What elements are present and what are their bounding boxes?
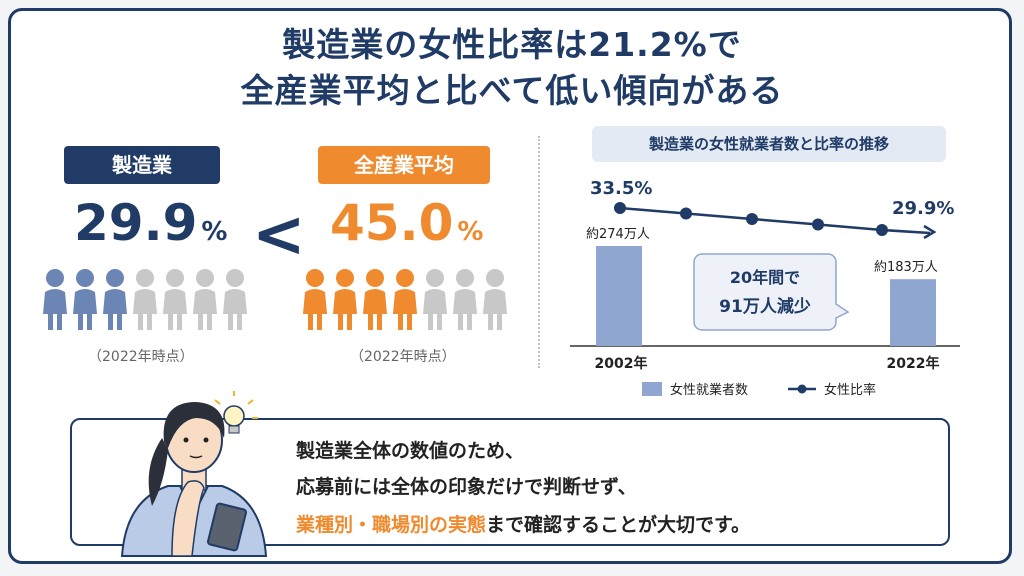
person-filled-icon <box>43 269 67 330</box>
person-filled-icon <box>393 269 417 330</box>
message-line-3-rest: まで確認することが大切です。 <box>486 514 751 536</box>
message-box <box>70 418 950 546</box>
person-empty-icon <box>453 269 477 330</box>
rate-points <box>614 202 888 236</box>
message-line-3: 業種別・職場別の実態まで確認することが大切です。 <box>296 510 750 537</box>
manufacturing-label: 製造業 <box>64 146 220 184</box>
chart-title: 製造業の女性就業者数と比率の推移 <box>592 126 946 162</box>
section-divider <box>538 136 540 368</box>
all-industry-label: 全産業平均 <box>318 146 490 184</box>
manufacturing-people-icons <box>43 269 247 330</box>
rate-point <box>812 218 824 231</box>
lightbulb-icon <box>214 391 258 434</box>
message-highlight: 業種別・職場別の実態 <box>296 514 487 536</box>
chart-legend: 女性就業者数 女性比率 <box>642 382 876 398</box>
thinking-woman-illustration <box>120 391 268 557</box>
person-empty-icon <box>223 269 247 330</box>
all-industry-value: 45.0% <box>330 194 483 252</box>
all-industry-value-unit: % <box>457 217 484 247</box>
rate-point <box>614 202 626 214</box>
rate-label-2022: 29.9% <box>892 198 954 219</box>
rate-line <box>619 206 931 235</box>
person-filled-icon <box>73 269 97 330</box>
rate-arrow-icon <box>923 224 937 240</box>
bar-label-2002: 約274万人 <box>586 227 650 242</box>
manufacturing-value-number: 29.9 <box>74 194 198 252</box>
manufacturing-value-unit: % <box>201 217 228 247</box>
message-line-2: 応募前には全体の印象だけで判断せず、 <box>296 476 637 498</box>
rate-point <box>680 207 692 220</box>
bar-2002 <box>596 246 642 346</box>
title-line-1: 製造業の女性比率は21.2%で <box>282 25 742 64</box>
legend-line-label: 女性比率 <box>824 382 876 398</box>
callout-bubble: 20年間で 91万人減少 <box>693 253 850 331</box>
legend-bar-swatch <box>642 382 662 396</box>
trend-chart: 約274万人 約183万人 33.5% 29.9% 2002年 2022年 20… <box>570 178 960 398</box>
callout-line-2: 91万人減少 <box>719 296 811 317</box>
category-label-2002: 2002年 <box>595 355 648 372</box>
all-industry-people-icons <box>303 269 507 330</box>
all-industry-note: （2022年時点） <box>350 349 456 365</box>
person-empty-icon <box>483 269 507 330</box>
message-line-1: 製造業全体の数値のため、 <box>296 440 525 462</box>
less-than-symbol: < <box>252 198 306 272</box>
category-label-2022: 2022年 <box>887 355 940 372</box>
rate-point <box>746 213 758 225</box>
person-filled-icon <box>303 269 327 330</box>
all-industry-value-number: 45.0 <box>330 194 454 252</box>
person-filled-icon <box>363 269 387 330</box>
bar-label-2022: 約183万人 <box>874 260 938 275</box>
person-empty-icon <box>133 269 157 330</box>
legend-bar-label: 女性就業者数 <box>670 382 748 398</box>
person-empty-icon <box>423 269 447 330</box>
callout-line-1: 20年間で <box>730 268 800 287</box>
person-filled-icon <box>333 269 357 330</box>
person-empty-icon <box>193 269 217 330</box>
person-filled-icon <box>103 269 127 330</box>
rate-label-2002: 33.5% <box>590 178 652 199</box>
legend-line-marker <box>797 384 807 394</box>
bar-2022 <box>890 279 936 346</box>
title-line-2: 全産業平均と比べて低い傾向がある <box>240 71 784 110</box>
manufacturing-value: 29.9% <box>74 194 227 252</box>
manufacturing-note: （2022年時点） <box>88 349 194 365</box>
person-empty-icon <box>163 269 187 330</box>
rate-point <box>876 224 888 236</box>
